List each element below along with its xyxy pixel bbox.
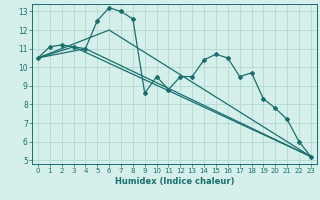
X-axis label: Humidex (Indice chaleur): Humidex (Indice chaleur) xyxy=(115,177,234,186)
